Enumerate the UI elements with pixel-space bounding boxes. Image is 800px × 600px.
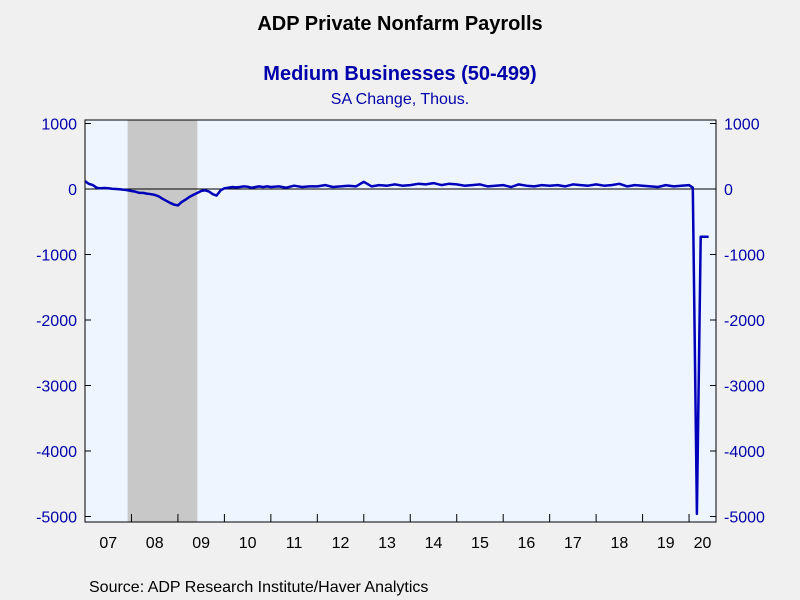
x-tick-label: 10	[239, 535, 257, 552]
x-tick-label: 19	[657, 535, 675, 552]
series-line	[84, 180, 709, 516]
y-tick-label-left: 1000	[41, 117, 77, 134]
x-tick-label: 09	[192, 535, 210, 552]
x-tick-label: 12	[332, 535, 350, 552]
y-tick-label-left: -3000	[36, 379, 77, 396]
x-tick-label: 07	[99, 535, 117, 552]
y-tick-label-left: 0	[68, 182, 77, 199]
x-tick-label: 17	[564, 535, 582, 552]
y-tick-label-right: 0	[724, 182, 733, 199]
chart-title: ADP Private Nonfarm Payrolls	[257, 13, 542, 35]
y-tick-label-left: -1000	[36, 248, 77, 265]
x-tick-label: 16	[518, 535, 536, 552]
y-tick-label-right: 1000	[724, 117, 760, 134]
chart-units: SA Change, Thous.	[331, 91, 469, 108]
source-note: Source: ADP Research Institute/Haver Ana…	[89, 579, 428, 596]
recession-band	[127, 120, 198, 522]
y-tick-label-right: -1000	[724, 248, 765, 265]
x-tick-label: 20	[694, 535, 712, 552]
x-tick-label: 15	[471, 535, 489, 552]
x-tick-label: 13	[378, 535, 396, 552]
x-tick-label: 11	[286, 535, 303, 552]
plot-frame	[84, 119, 717, 523]
y-tick-label-left: -4000	[36, 444, 77, 461]
chart-subtitle: Medium Businesses (50-499)	[263, 63, 536, 85]
x-tick-label: 14	[425, 535, 443, 552]
x-tick-label: 18	[610, 535, 628, 552]
y-tick-label-right: -4000	[724, 444, 765, 461]
y-tick-label-right: -2000	[724, 313, 765, 330]
y-tick-label-left: -2000	[36, 313, 77, 330]
y-tick-label-right: -3000	[724, 379, 765, 396]
x-tick-label: 08	[146, 535, 164, 552]
y-tick-label-right: -5000	[724, 510, 765, 527]
y-tick-label-left: -5000	[36, 510, 77, 527]
